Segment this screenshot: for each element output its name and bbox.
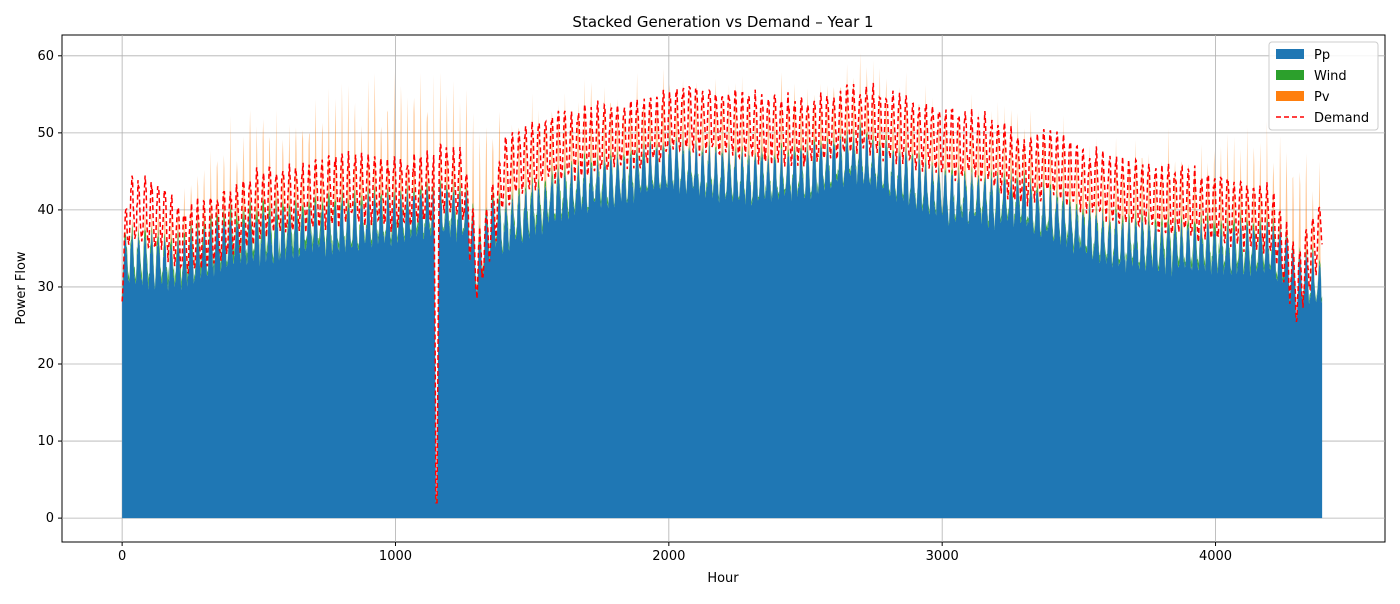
pp-area (122, 125, 1323, 519)
y-tick-label: 60 (37, 49, 54, 64)
x-tick-label: 3000 (926, 549, 959, 564)
legend-swatch-pp (1276, 49, 1304, 59)
x-tick-label: 0 (118, 549, 126, 564)
pv-area (122, 53, 1323, 501)
y-tick-label: 0 (46, 511, 54, 526)
legend-box (1268, 41, 1379, 131)
legend-swatch-pv (1276, 91, 1304, 101)
x-tick-label: 4000 (1199, 549, 1232, 564)
legend-label-wind: Wind (1314, 69, 1347, 84)
y-tick-label: 20 (37, 357, 54, 372)
y-axis-label: Power Flow (14, 251, 29, 324)
axes-frame (61, 34, 1386, 543)
y-tick-label: 10 (37, 434, 54, 449)
x-axis-label: Hour (707, 571, 739, 586)
y-tick-label: 30 (37, 280, 54, 295)
chart-title: Stacked Generation vs Demand – Year 1 (572, 13, 873, 31)
demand-line (121, 82, 1323, 504)
legend: Pp Wind Pv Demand (1268, 41, 1379, 131)
x-tick-label: 1000 (379, 549, 412, 564)
y-tick-label: 50 (37, 126, 54, 141)
legend-label-pp: Pp (1314, 48, 1330, 63)
legend-label-pv: Pv (1314, 90, 1330, 105)
y-tick-label: 40 (37, 203, 54, 218)
legend-label-demand: Demand (1314, 111, 1369, 126)
legend-swatch-wind (1276, 70, 1304, 80)
x-tick-label: 2000 (652, 549, 685, 564)
plot-area: 0 1000 2000 3000 4000 0 10 20 30 40 50 60 (37, 34, 1386, 564)
